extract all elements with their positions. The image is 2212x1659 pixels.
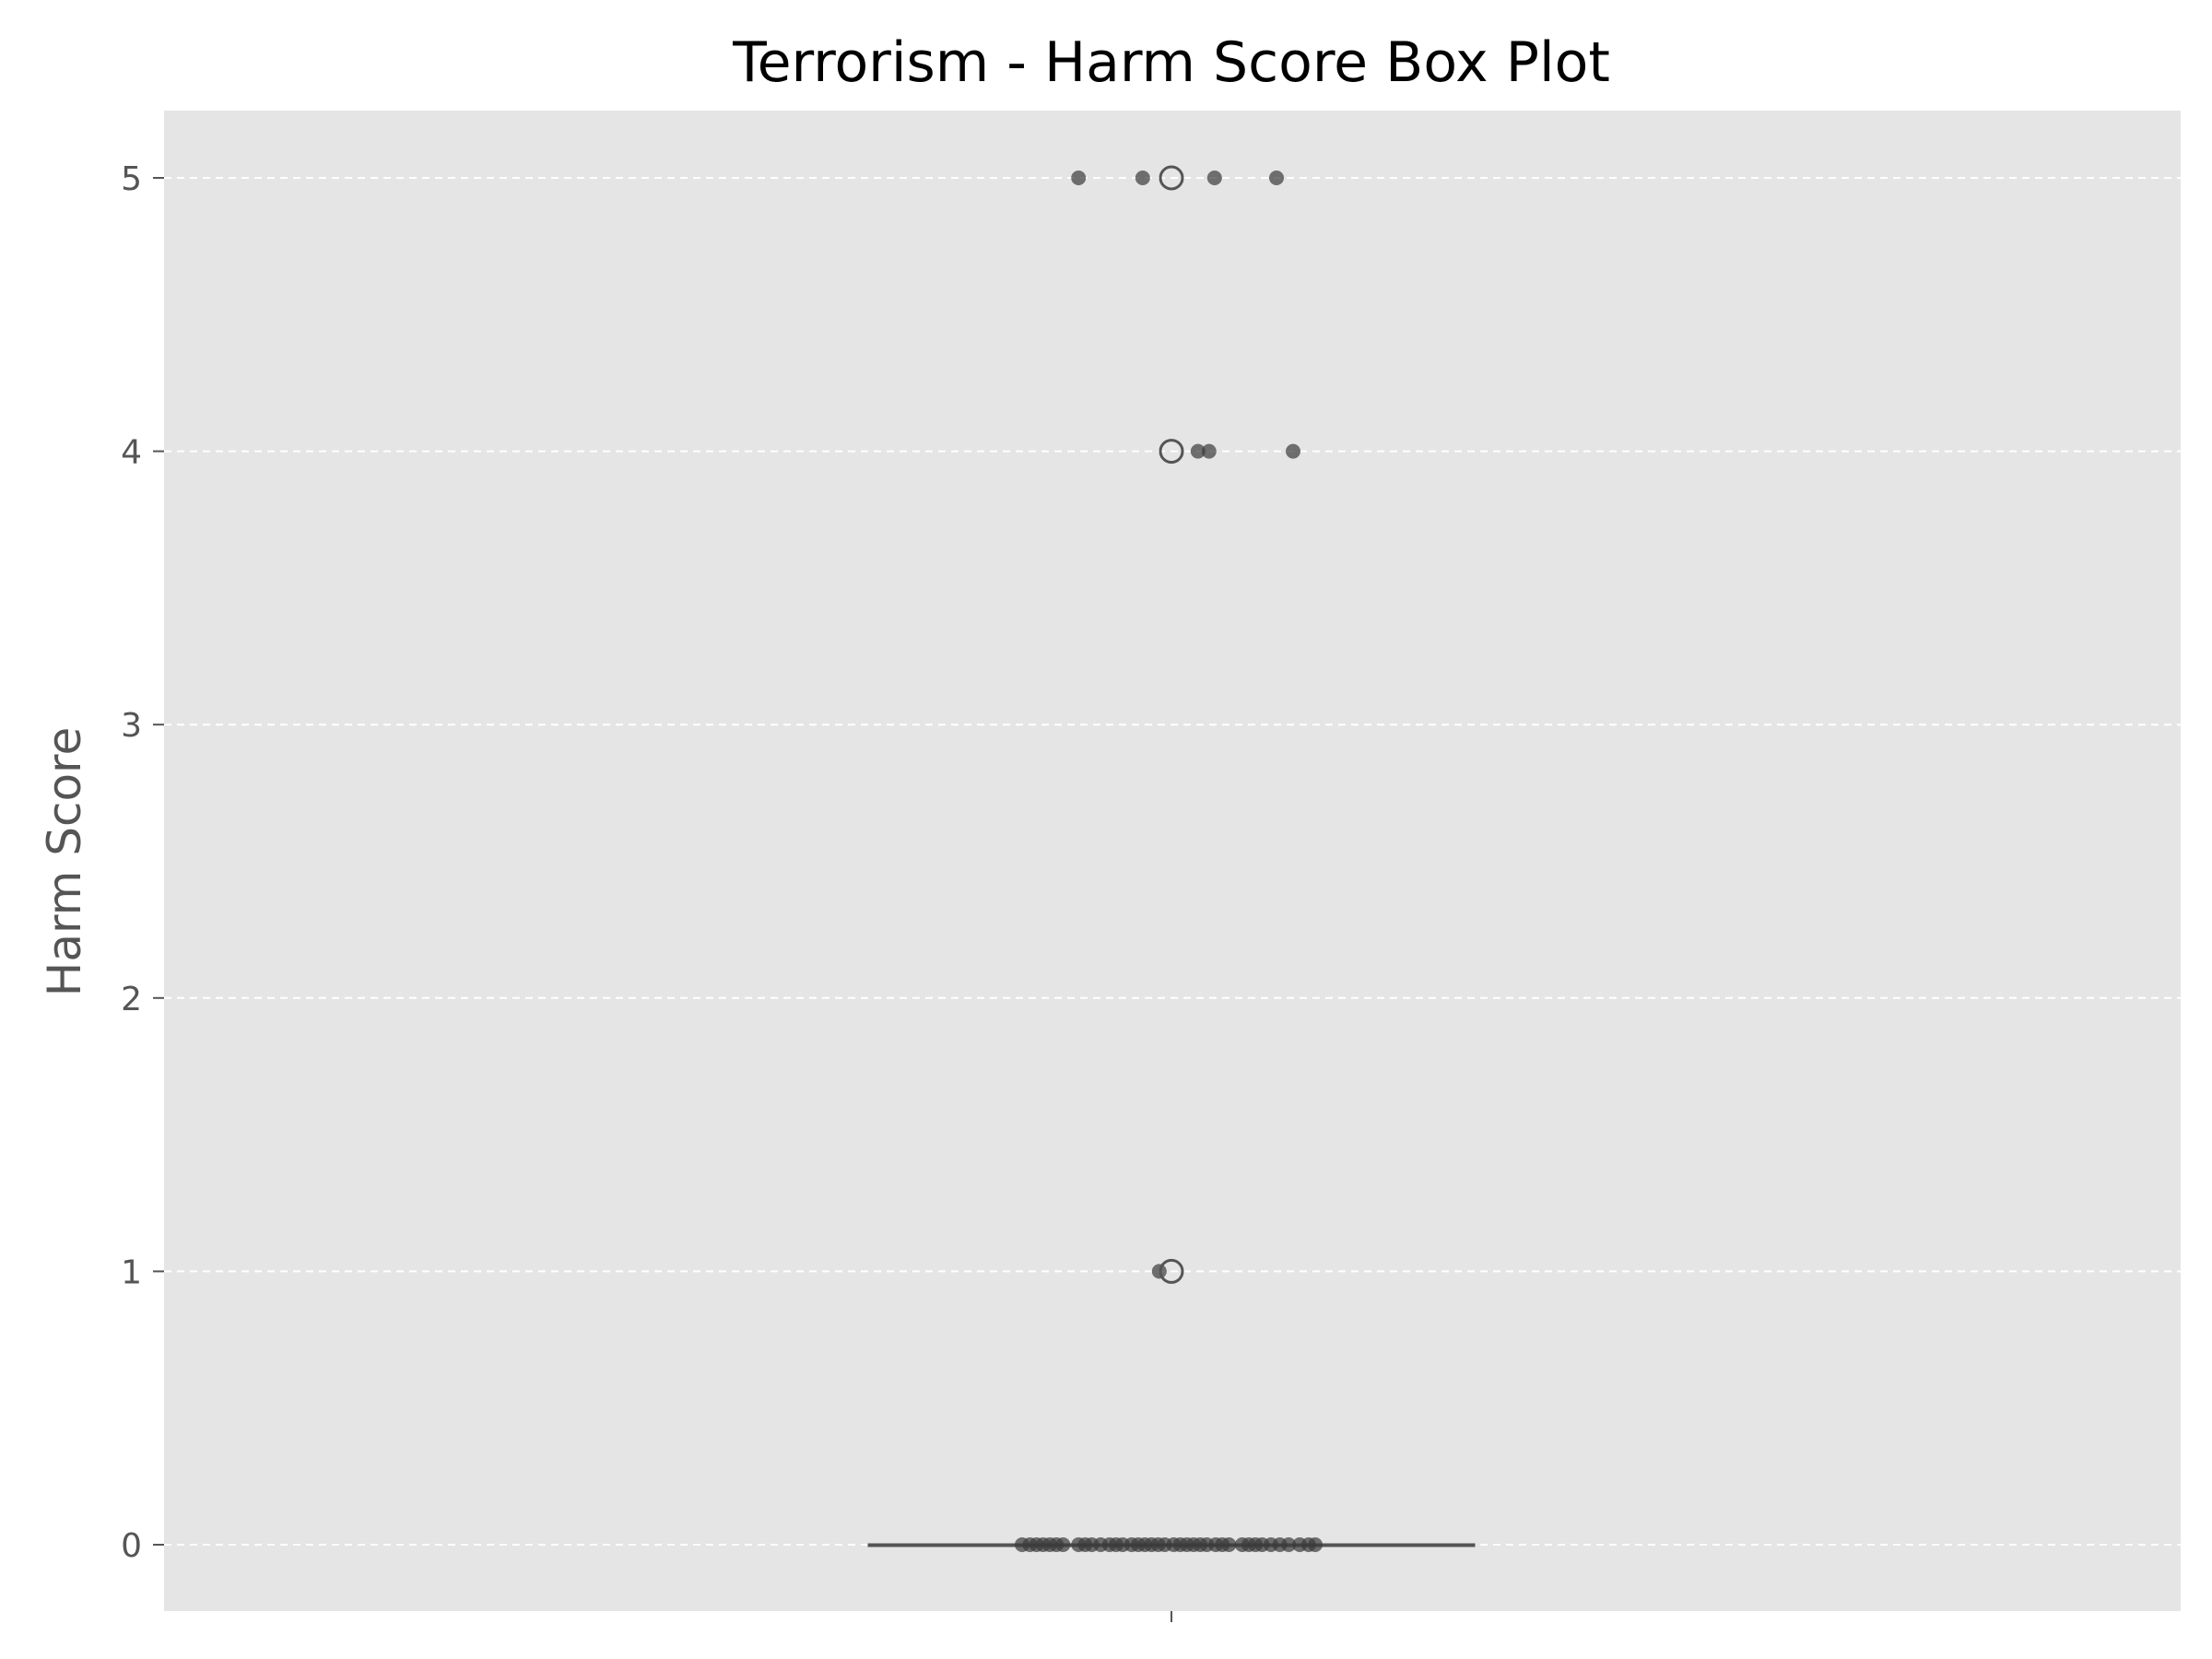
outlier-point <box>1159 165 1184 191</box>
data-point <box>1221 1537 1237 1552</box>
data-point <box>1281 1537 1297 1552</box>
plot-area <box>164 111 2181 1611</box>
data-point <box>1135 171 1150 185</box>
y-tick-label-4: 4 <box>121 434 142 472</box>
data-point <box>1308 1537 1323 1552</box>
data-point <box>1269 171 1284 185</box>
data-point <box>1206 171 1222 185</box>
data-points <box>1015 171 1323 1552</box>
y-tick-label-5: 5 <box>121 160 142 198</box>
data-point <box>1286 443 1300 459</box>
grid-lines <box>164 177 2181 1546</box>
outliers <box>1159 165 1184 1284</box>
data-point <box>1055 1537 1071 1552</box>
y-tick-label-2: 2 <box>121 981 142 1018</box>
y-tick-label-0: 0 <box>121 1527 142 1565</box>
y-tick-label-3: 3 <box>121 707 142 745</box>
y-tick-label-1: 1 <box>121 1253 142 1291</box>
y-axis: 0 1 2 3 4 5 <box>121 160 164 1565</box>
y-axis-label: Harm Score <box>38 727 91 997</box>
data-point <box>1071 171 1087 185</box>
outlier-point <box>1159 1258 1184 1284</box>
data-point <box>1190 443 1206 459</box>
outlier-point <box>1159 439 1184 465</box>
data-point <box>1201 443 1217 459</box>
chart-title: Terrorism - Harm Score Box Plot <box>732 30 1610 95</box>
